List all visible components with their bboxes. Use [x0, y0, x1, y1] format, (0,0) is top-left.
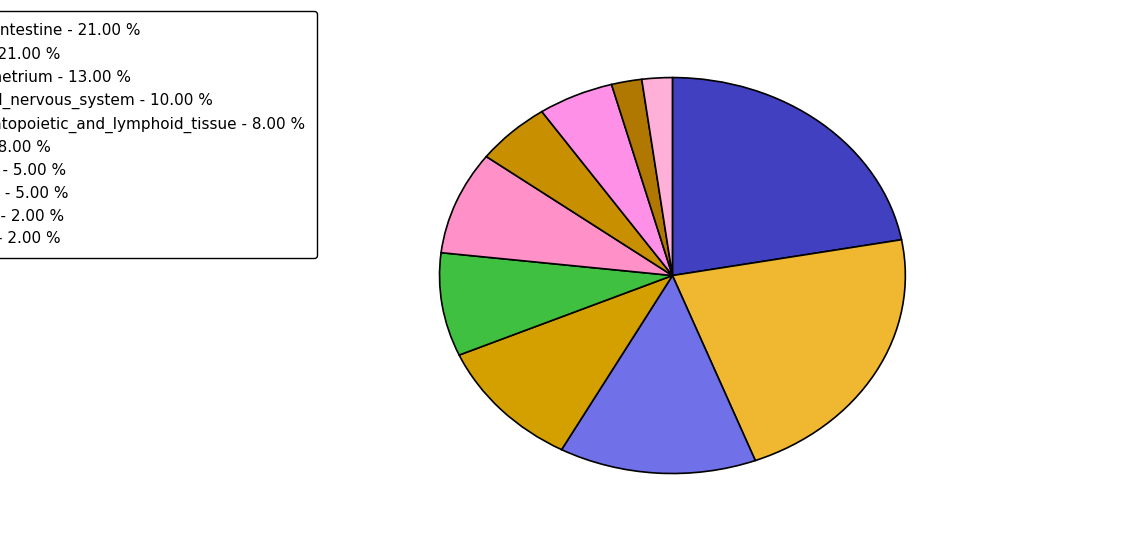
Wedge shape: [542, 84, 672, 275]
Wedge shape: [611, 79, 672, 275]
Wedge shape: [459, 275, 672, 450]
Wedge shape: [642, 77, 672, 275]
Wedge shape: [672, 240, 905, 461]
Wedge shape: [441, 157, 672, 275]
Wedge shape: [561, 275, 755, 473]
Wedge shape: [440, 253, 672, 355]
Wedge shape: [672, 77, 902, 275]
Wedge shape: [486, 111, 672, 275]
Legend: large_intestine - 21.00 %, lung - 21.00 %, endometrium - 13.00 %, central_nervou: large_intestine - 21.00 %, lung - 21.00 …: [0, 11, 318, 258]
